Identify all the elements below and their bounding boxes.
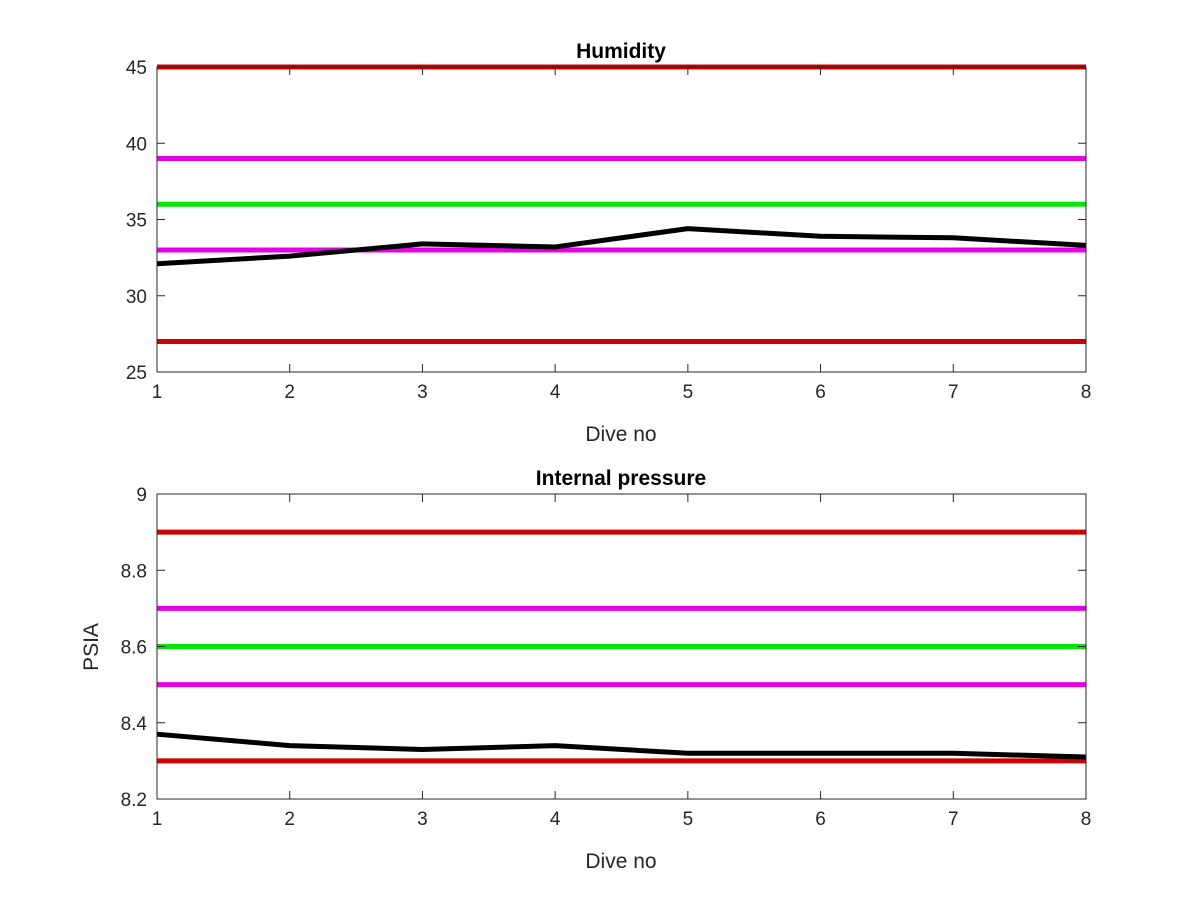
humidity-x-tick-label-2: 3 xyxy=(417,382,428,403)
pressure-title: Internal pressure xyxy=(536,467,706,490)
humidity-title: Humidity xyxy=(576,40,666,63)
humidity-x-tick-label-7: 8 xyxy=(1081,382,1092,403)
pressure-x-tick-label-3: 4 xyxy=(550,809,561,830)
humidity-y-tick-label-1: 30 xyxy=(126,287,147,308)
pressure-y-tick-label-4: 9 xyxy=(136,485,147,506)
pressure-reference-lines xyxy=(157,529,1086,764)
pressure-y-tick-label-1: 8.4 xyxy=(121,714,148,735)
humidity-x-tick-label-0: 1 xyxy=(152,382,163,403)
humidity-data-line-0 xyxy=(156,226,1087,267)
pressure-x-axis-label: Dive no xyxy=(585,850,656,873)
pressure-x-tick-label-2: 3 xyxy=(417,809,428,830)
humidity-y-tick-label-3: 40 xyxy=(126,134,147,155)
pressure-y-tick-label-3: 8.8 xyxy=(121,561,147,582)
pressure-x-tick-label-6: 7 xyxy=(948,809,959,830)
pressure-x-tick-label-5: 6 xyxy=(815,809,826,830)
humidity-y-tick-label-4: 45 xyxy=(126,58,147,79)
pressure-panel: 1 2 3 4 5 6 7 8 8.2 8.4 8.6 8.8 9 Internal pressure… xyxy=(80,467,1091,873)
pressure-y-tick-label-0: 8.2 xyxy=(121,790,147,811)
pressure-x-tick-label-4: 5 xyxy=(683,809,694,830)
humidity-series xyxy=(156,226,1087,267)
pressure-y-axis-label: PSIA xyxy=(80,623,103,671)
humidity-x-tick-label-6: 7 xyxy=(948,382,959,403)
humidity-y-tick-label-0: 25 xyxy=(126,363,147,384)
pressure-x-tick-label-1: 2 xyxy=(284,809,295,830)
pressure-y-tick-label-2: 8.6 xyxy=(121,638,147,659)
pressure-data-line-0 xyxy=(156,731,1087,760)
pressure-x-tick-label-7: 8 xyxy=(1081,809,1092,830)
humidity-y-ticks: 25 30 35 40 45 xyxy=(126,58,1086,384)
pressure-x-ticks: 1 2 3 4 5 6 7 8 xyxy=(152,494,1092,830)
humidity-x-axis-label: Dive no xyxy=(585,423,656,446)
humidity-x-ticks: 1 2 3 4 5 6 7 8 xyxy=(152,67,1092,403)
humidity-x-tick-label-5: 6 xyxy=(815,382,826,403)
humidity-y-tick-label-2: 35 xyxy=(126,211,147,232)
pressure-y-ticks: 8.2 8.4 8.6 8.8 9 xyxy=(121,485,1086,811)
pressure-x-tick-label-0: 1 xyxy=(152,809,163,830)
humidity-x-tick-label-4: 5 xyxy=(683,382,694,403)
humidity-x-tick-label-3: 4 xyxy=(550,382,561,403)
humidity-x-tick-label-1: 2 xyxy=(284,382,295,403)
pressure-series xyxy=(156,731,1087,760)
